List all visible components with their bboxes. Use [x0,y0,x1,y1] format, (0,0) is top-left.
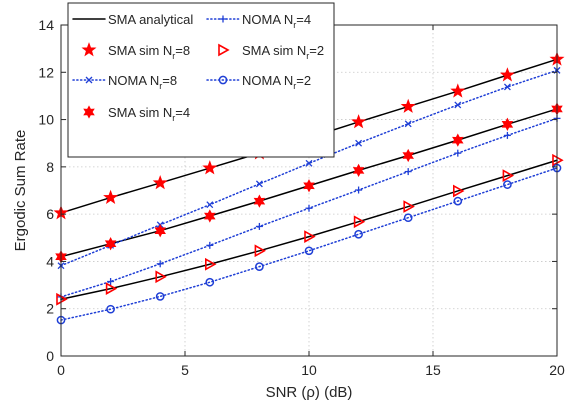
series-line-sma-analytical [60,159,558,301]
legend-label: SMA analytical [108,12,193,27]
data-point-sma-sim-nr-8 [450,83,466,98]
series-line-noma-nr-8 [60,69,558,267]
data-point-noma-nr-2 [304,246,314,256]
data-point-noma-nr-8 [255,180,263,188]
y-tick-label: 14 [38,17,54,33]
legend-entry: SMA sim Nr=4 [83,105,190,123]
legend-label: SMA sim Nr=2 [242,43,324,61]
data-point-sma-sim-nr-8 [400,98,416,113]
legend-label: NOMA Nr=4 [242,12,311,30]
legend-entry: NOMA Nr=2 [206,73,311,91]
y-tick-label: 12 [38,64,54,80]
data-point-noma-nr-4 [255,222,263,230]
data-point-noma-nr-8 [503,83,511,91]
legend-swatch-marker [83,105,95,119]
data-point-noma-nr-4 [156,260,164,268]
data-point-sma-sim-nr-2 [155,270,167,284]
axis-ticks: 0 5 10 15 20 0 2 4 6 8 10 12 14 [38,17,565,378]
data-point-noma-nr-2 [354,229,363,239]
legend-swatch-marker [219,15,227,23]
data-point-sma-sim-nr-4 [253,194,266,208]
data-point-sma-sim-nr-4 [402,148,414,163]
y-tick-label: 10 [38,112,54,128]
data-point-sma-sim-nr-2 [304,230,316,243]
x-tick-label: 20 [549,362,565,378]
legend-swatch-marker [218,43,230,57]
data-point-noma-nr-2 [503,180,512,189]
data-point-noma-nr-4 [107,278,115,286]
data-point-sma-sim-nr-2 [105,282,118,295]
x-axis-label: SNR (ρ) (dB) [266,384,353,401]
data-point-sma-sim-nr-8 [103,189,119,204]
y-tick-label: 6 [46,206,54,222]
legend: SMA analytical NOMA Nr=4 SMA sim Nr=8 SMA s… [67,2,335,158]
data-point-noma-nr-2 [403,213,413,223]
data-point-noma-nr-8 [355,139,363,147]
data-point-sma-sim-nr-2 [353,215,366,229]
legend-swatch-marker [81,42,97,57]
data-point-sma-sim-nr-4 [452,133,464,147]
legend-entry: SMA sim Nr=2 [218,43,324,61]
data-point-sma-sim-nr-4 [104,237,117,251]
x-tick-label: 10 [301,362,317,378]
data-point-noma-nr-4 [503,131,511,139]
data-point-sma-sim-nr-8 [202,160,218,175]
data-point-noma-nr-2 [205,277,215,287]
data-point-noma-nr-8 [404,120,412,128]
data-point-noma-nr-8 [454,101,462,109]
legend-entry: SMA sim Nr=8 [81,42,190,61]
data-point-sma-sim-nr-4 [501,117,514,131]
legend-entry: SMA analytical [72,12,193,27]
y-tick-label: 2 [46,301,54,317]
data-point-noma-nr-8 [305,159,313,167]
data-point-noma-nr-2 [255,262,264,271]
data-point-sma-sim-nr-2 [254,244,267,258]
data-point-sma-sim-nr-2 [502,169,515,182]
data-point-sma-sim-nr-8 [152,175,168,190]
data-point-sma-sim-nr-4 [154,224,166,238]
data-point-sma-sim-nr-2 [452,184,465,198]
legend-label: NOMA Nr=2 [242,73,311,91]
data-point-noma-nr-2 [453,196,463,206]
x-tick-label: 5 [181,362,189,378]
data-point-noma-nr-4 [355,186,363,194]
y-axis-label: Ergodic Sum Rate [12,130,29,252]
data-point-noma-nr-2 [155,292,165,301]
data-point-sma-sim-nr-2 [205,257,217,271]
data-point-noma-nr-8 [206,201,214,209]
legend-entry: NOMA Nr=8 [72,73,177,91]
data-point-noma-nr-4 [454,149,462,157]
data-point-noma-nr-4 [404,168,412,176]
legend-swatch-marker [85,76,93,84]
data-point-sma-sim-nr-4 [303,179,315,193]
legend-label: NOMA Nr=8 [108,73,177,91]
data-point-noma-nr-4 [305,204,313,212]
x-tick-label: 15 [425,362,441,378]
x-tick-label: 0 [57,362,65,378]
y-tick-label: 8 [46,159,54,175]
data-point-sma-sim-nr-4 [204,209,216,223]
y-tick-label: 4 [46,253,54,269]
data-point-noma-nr-2 [106,304,115,314]
data-point-noma-nr-4 [206,241,214,249]
legend-box [67,2,335,158]
series-line-noma-nr-2 [60,167,558,321]
y-tick-label: 0 [46,348,54,364]
data-point-sma-sim-nr-2 [403,200,415,213]
legend-label: SMA sim Nr=8 [108,43,190,61]
data-point-sma-sim-nr-8 [499,67,515,82]
data-point-sma-sim-nr-8 [351,114,367,129]
data-point-sma-sim-nr-4 [352,163,365,178]
legend-swatch-marker [218,75,228,85]
legend-label: SMA sim Nr=4 [108,105,190,123]
legend-entry: NOMA Nr=4 [206,12,311,30]
